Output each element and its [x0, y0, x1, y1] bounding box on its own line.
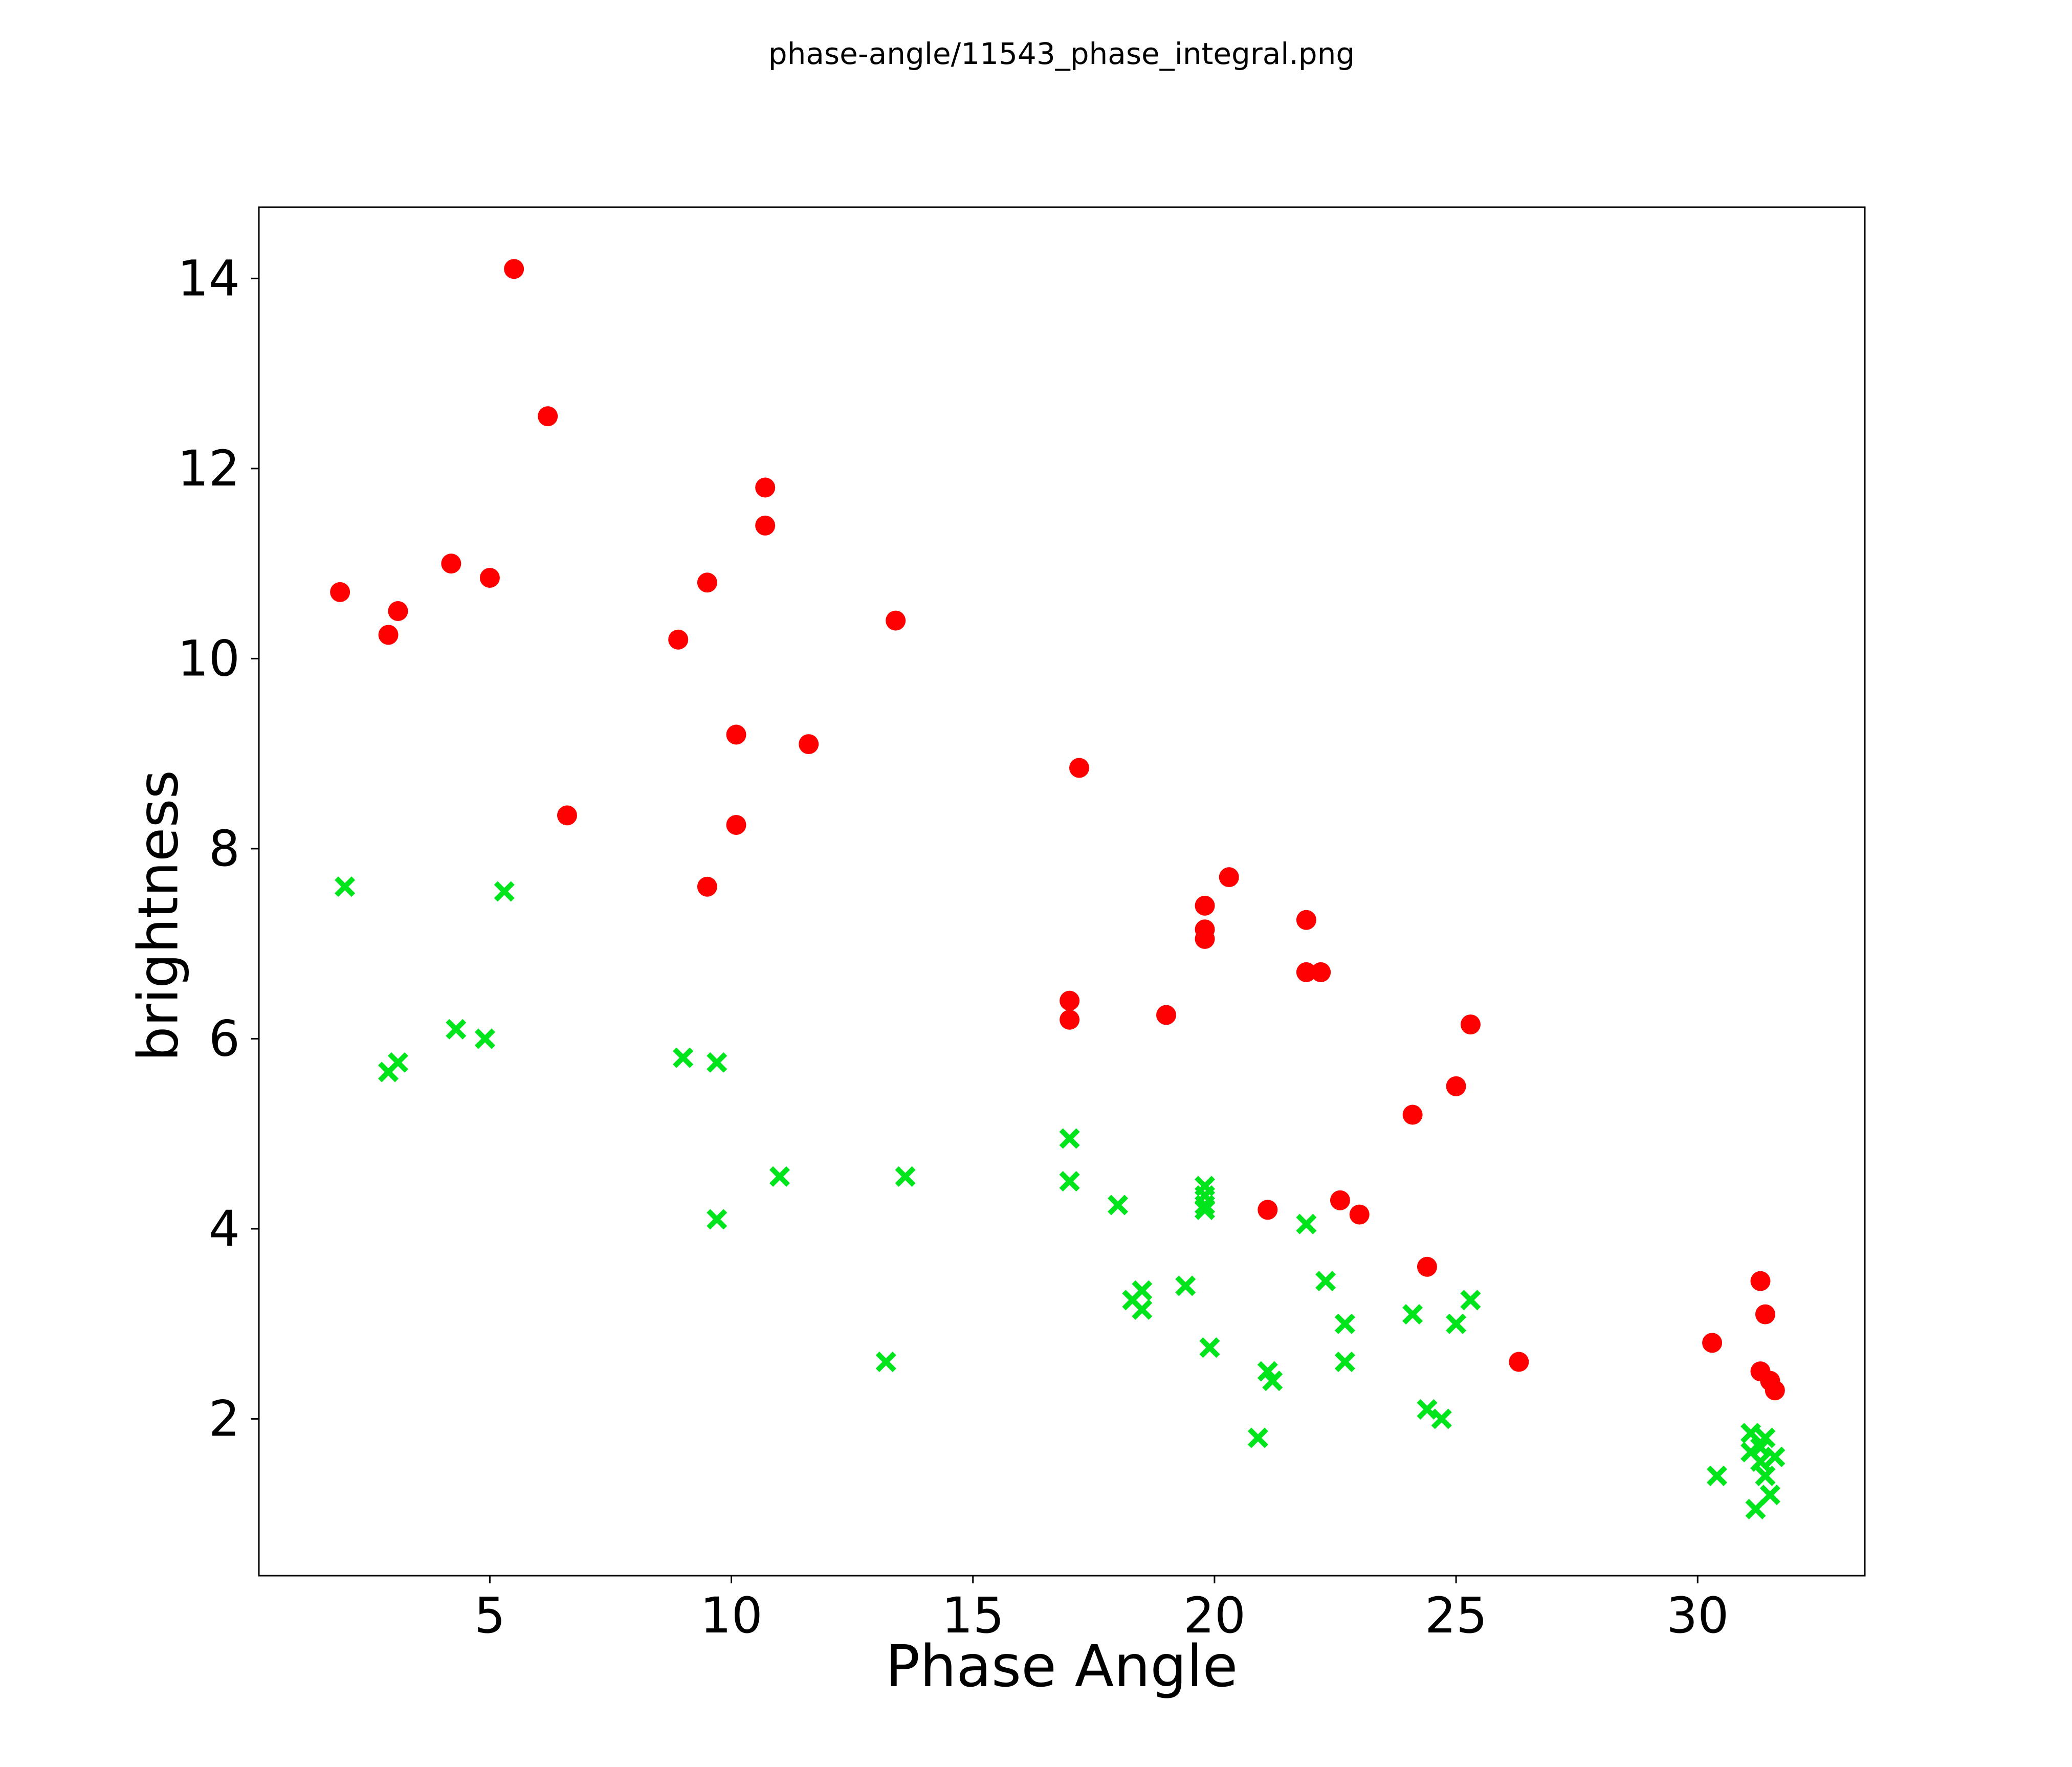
red-dot-marker: [1755, 1304, 1775, 1324]
red-dot-marker: [504, 259, 524, 279]
green-x-marker: [1460, 1290, 1481, 1311]
red-dot-marker: [1219, 867, 1239, 888]
green-x-marker: [1431, 1408, 1452, 1429]
red-dot-marker: [886, 610, 906, 631]
red-dot-marker: [726, 724, 746, 745]
green-x-marker: [1296, 1213, 1317, 1234]
green-x-marker: [1706, 1465, 1728, 1486]
x-tick-label: 10: [700, 1587, 762, 1644]
red-dot-marker: [668, 629, 689, 650]
green-x-marker: [1759, 1485, 1780, 1506]
green-x-marker: [474, 1028, 495, 1049]
green-x-marker: [1059, 1128, 1080, 1149]
green-x-marker: [1446, 1313, 1467, 1334]
green-x-marker: [1315, 1271, 1336, 1292]
x-tick-label: 25: [1425, 1587, 1487, 1644]
red-dot-marker: [1258, 1200, 1278, 1220]
green-x-marker: [769, 1166, 790, 1187]
axes-spines: [258, 206, 1866, 1577]
green-x-marker: [1402, 1304, 1423, 1325]
green-x-marker: [673, 1047, 694, 1068]
red-dot-marker: [697, 572, 717, 593]
red-dot-marker: [1195, 929, 1215, 949]
green-x-marker: [1740, 1423, 1761, 1444]
red-dot-marker: [755, 515, 776, 536]
red-dot-marker: [1417, 1256, 1437, 1277]
green-x-marker: [1417, 1399, 1438, 1420]
y-tick-label: 12: [178, 440, 240, 497]
red-dot-marker: [538, 406, 558, 427]
green-x-marker: [1132, 1299, 1153, 1320]
red-dot-marker: [1446, 1076, 1466, 1096]
red-dot-marker: [378, 625, 399, 645]
green-x-marker: [1262, 1371, 1283, 1391]
red-dot-marker: [1702, 1333, 1723, 1353]
x-tick-label: 15: [942, 1587, 1004, 1644]
red-dot-marker: [799, 734, 819, 755]
red-dot-marker: [557, 805, 577, 826]
red-dot-marker: [726, 814, 746, 835]
x-tick-label: 30: [1666, 1587, 1729, 1644]
y-tick-label: 8: [209, 820, 240, 877]
red-dot-marker: [1750, 1271, 1771, 1291]
red-dot-marker: [330, 582, 350, 602]
green-x-marker: [1247, 1427, 1268, 1448]
y-tick-label: 4: [209, 1200, 240, 1257]
green-x-marker: [1334, 1313, 1355, 1334]
x-tick-label: 20: [1183, 1587, 1246, 1644]
green-x-marker: [446, 1019, 467, 1040]
red-dot-marker: [1069, 758, 1089, 778]
green-x-marker: [1194, 1195, 1216, 1216]
green-x-marker: [707, 1052, 728, 1073]
green-x-marker: [335, 876, 356, 897]
y-tick-label: 6: [209, 1010, 240, 1067]
x-tick-label: 5: [474, 1587, 505, 1644]
chart-title: phase-angle/11543_phase_integral.png: [768, 36, 1355, 71]
green-x-marker: [895, 1166, 916, 1187]
y-axis-label: brightness: [126, 770, 191, 1062]
red-dot-marker: [1311, 962, 1331, 982]
green-x-marker: [1199, 1337, 1220, 1358]
x-axis-label: Phase Angle: [885, 1633, 1238, 1700]
red-dot-marker: [1060, 1009, 1080, 1030]
green-x-marker: [1745, 1498, 1766, 1520]
y-tick-label: 14: [178, 250, 240, 307]
green-x-marker: [1175, 1275, 1196, 1296]
green-x-marker: [1750, 1451, 1771, 1472]
green-x-marker: [1334, 1351, 1355, 1373]
green-x-marker: [875, 1351, 896, 1373]
red-dot-marker: [479, 567, 500, 588]
red-dot-marker: [1296, 962, 1316, 982]
red-dot-marker: [697, 876, 717, 897]
red-dot-marker: [755, 477, 776, 498]
red-dot-marker: [1330, 1190, 1350, 1210]
red-dot-marker: [1195, 895, 1215, 916]
red-dot-marker: [1060, 990, 1080, 1011]
red-dot-marker: [1156, 1005, 1176, 1025]
red-dot-marker: [441, 554, 461, 574]
y-tick-label: 2: [209, 1390, 240, 1447]
green-x-marker: [1108, 1195, 1129, 1216]
red-dot-marker: [1509, 1352, 1529, 1372]
green-x-marker: [387, 1052, 409, 1073]
green-x-marker: [707, 1209, 728, 1230]
red-dot-marker: [1765, 1380, 1785, 1401]
green-x-marker: [1059, 1171, 1080, 1192]
red-dot-marker: [1349, 1204, 1370, 1225]
red-dot-marker: [1460, 1014, 1481, 1035]
red-dot-marker: [1402, 1105, 1423, 1125]
y-tick-label: 10: [178, 630, 240, 687]
green-x-marker: [494, 881, 515, 902]
red-dot-marker: [388, 601, 408, 621]
green-x-marker: [1765, 1446, 1786, 1467]
green-x-marker: [1755, 1465, 1776, 1486]
green-x-marker: [1194, 1199, 1216, 1220]
red-dot-marker: [1296, 910, 1316, 930]
